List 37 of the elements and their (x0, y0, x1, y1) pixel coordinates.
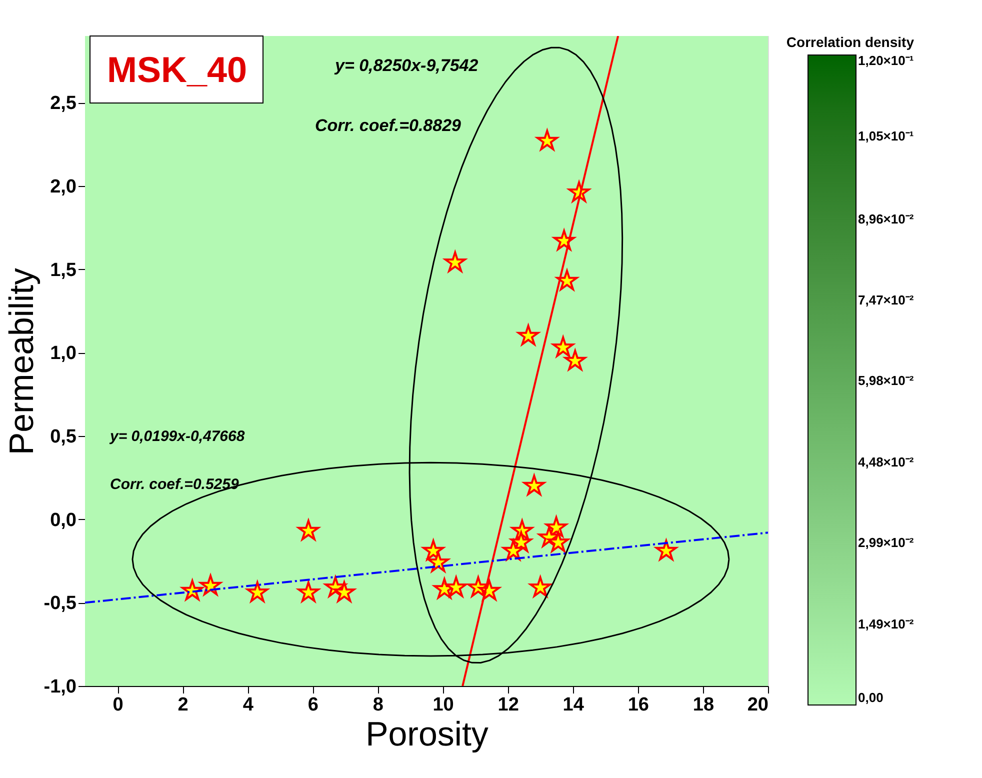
chart-title: MSK_40 (106, 49, 248, 90)
y-axis-title: Permeability (2, 268, 41, 456)
color-bar-label: 0,00 (858, 690, 884, 705)
annotation: Corr. coef.=0.5259 (110, 476, 240, 493)
x-tick-label: 6 (308, 694, 318, 716)
point (246, 581, 268, 602)
x-tick-label: 0 (112, 694, 124, 716)
x-tick-label: 8 (372, 694, 384, 716)
color-bar-title: Correlation density (786, 34, 914, 50)
x-tick-label: 12 (498, 694, 519, 716)
x-tick-label: 4 (242, 694, 254, 716)
color-bar-label: 4,48×10⁻² (858, 454, 914, 470)
y-tick-label: 1,0 (50, 343, 76, 364)
color-bar-label: 5,98×10⁻² (858, 373, 914, 388)
y-tick-label: 2,0 (50, 176, 76, 198)
color-bar-label: 7,47×10⁻² (858, 292, 914, 308)
y-tick-label: 0,0 (50, 510, 76, 531)
y-tick-label: -1,0 (44, 676, 76, 698)
point (298, 520, 320, 540)
y-tick-label: 2,5 (50, 93, 77, 114)
color-bar-label: 2,99×10⁻² (858, 535, 914, 550)
x-tick-label: 16 (628, 694, 649, 716)
x-tick-label: 14 (562, 694, 584, 716)
annotation: y= 0,0199x-0,47668 (109, 428, 246, 445)
color-bar-label: 1,20×10⁻¹ (858, 53, 914, 68)
y-tick-label: 1,5 (50, 260, 77, 281)
y-tick-label: -0,5 (44, 593, 77, 614)
x-tick-label: 18 (692, 694, 714, 716)
y-tick-label: 0,5 (50, 426, 77, 448)
color-bar-label: 8,96×10⁻² (858, 212, 914, 227)
x-axis-title: Porosity (366, 716, 488, 754)
x-tick-label: 20 (747, 694, 768, 716)
point (298, 581, 320, 602)
x-tick-label: 10 (432, 694, 454, 716)
color-bar-label: 1,05×10⁻¹ (858, 128, 914, 144)
x-tick-label: 2 (178, 694, 188, 716)
color-bar-label: 1,49×10⁻² (858, 616, 914, 632)
